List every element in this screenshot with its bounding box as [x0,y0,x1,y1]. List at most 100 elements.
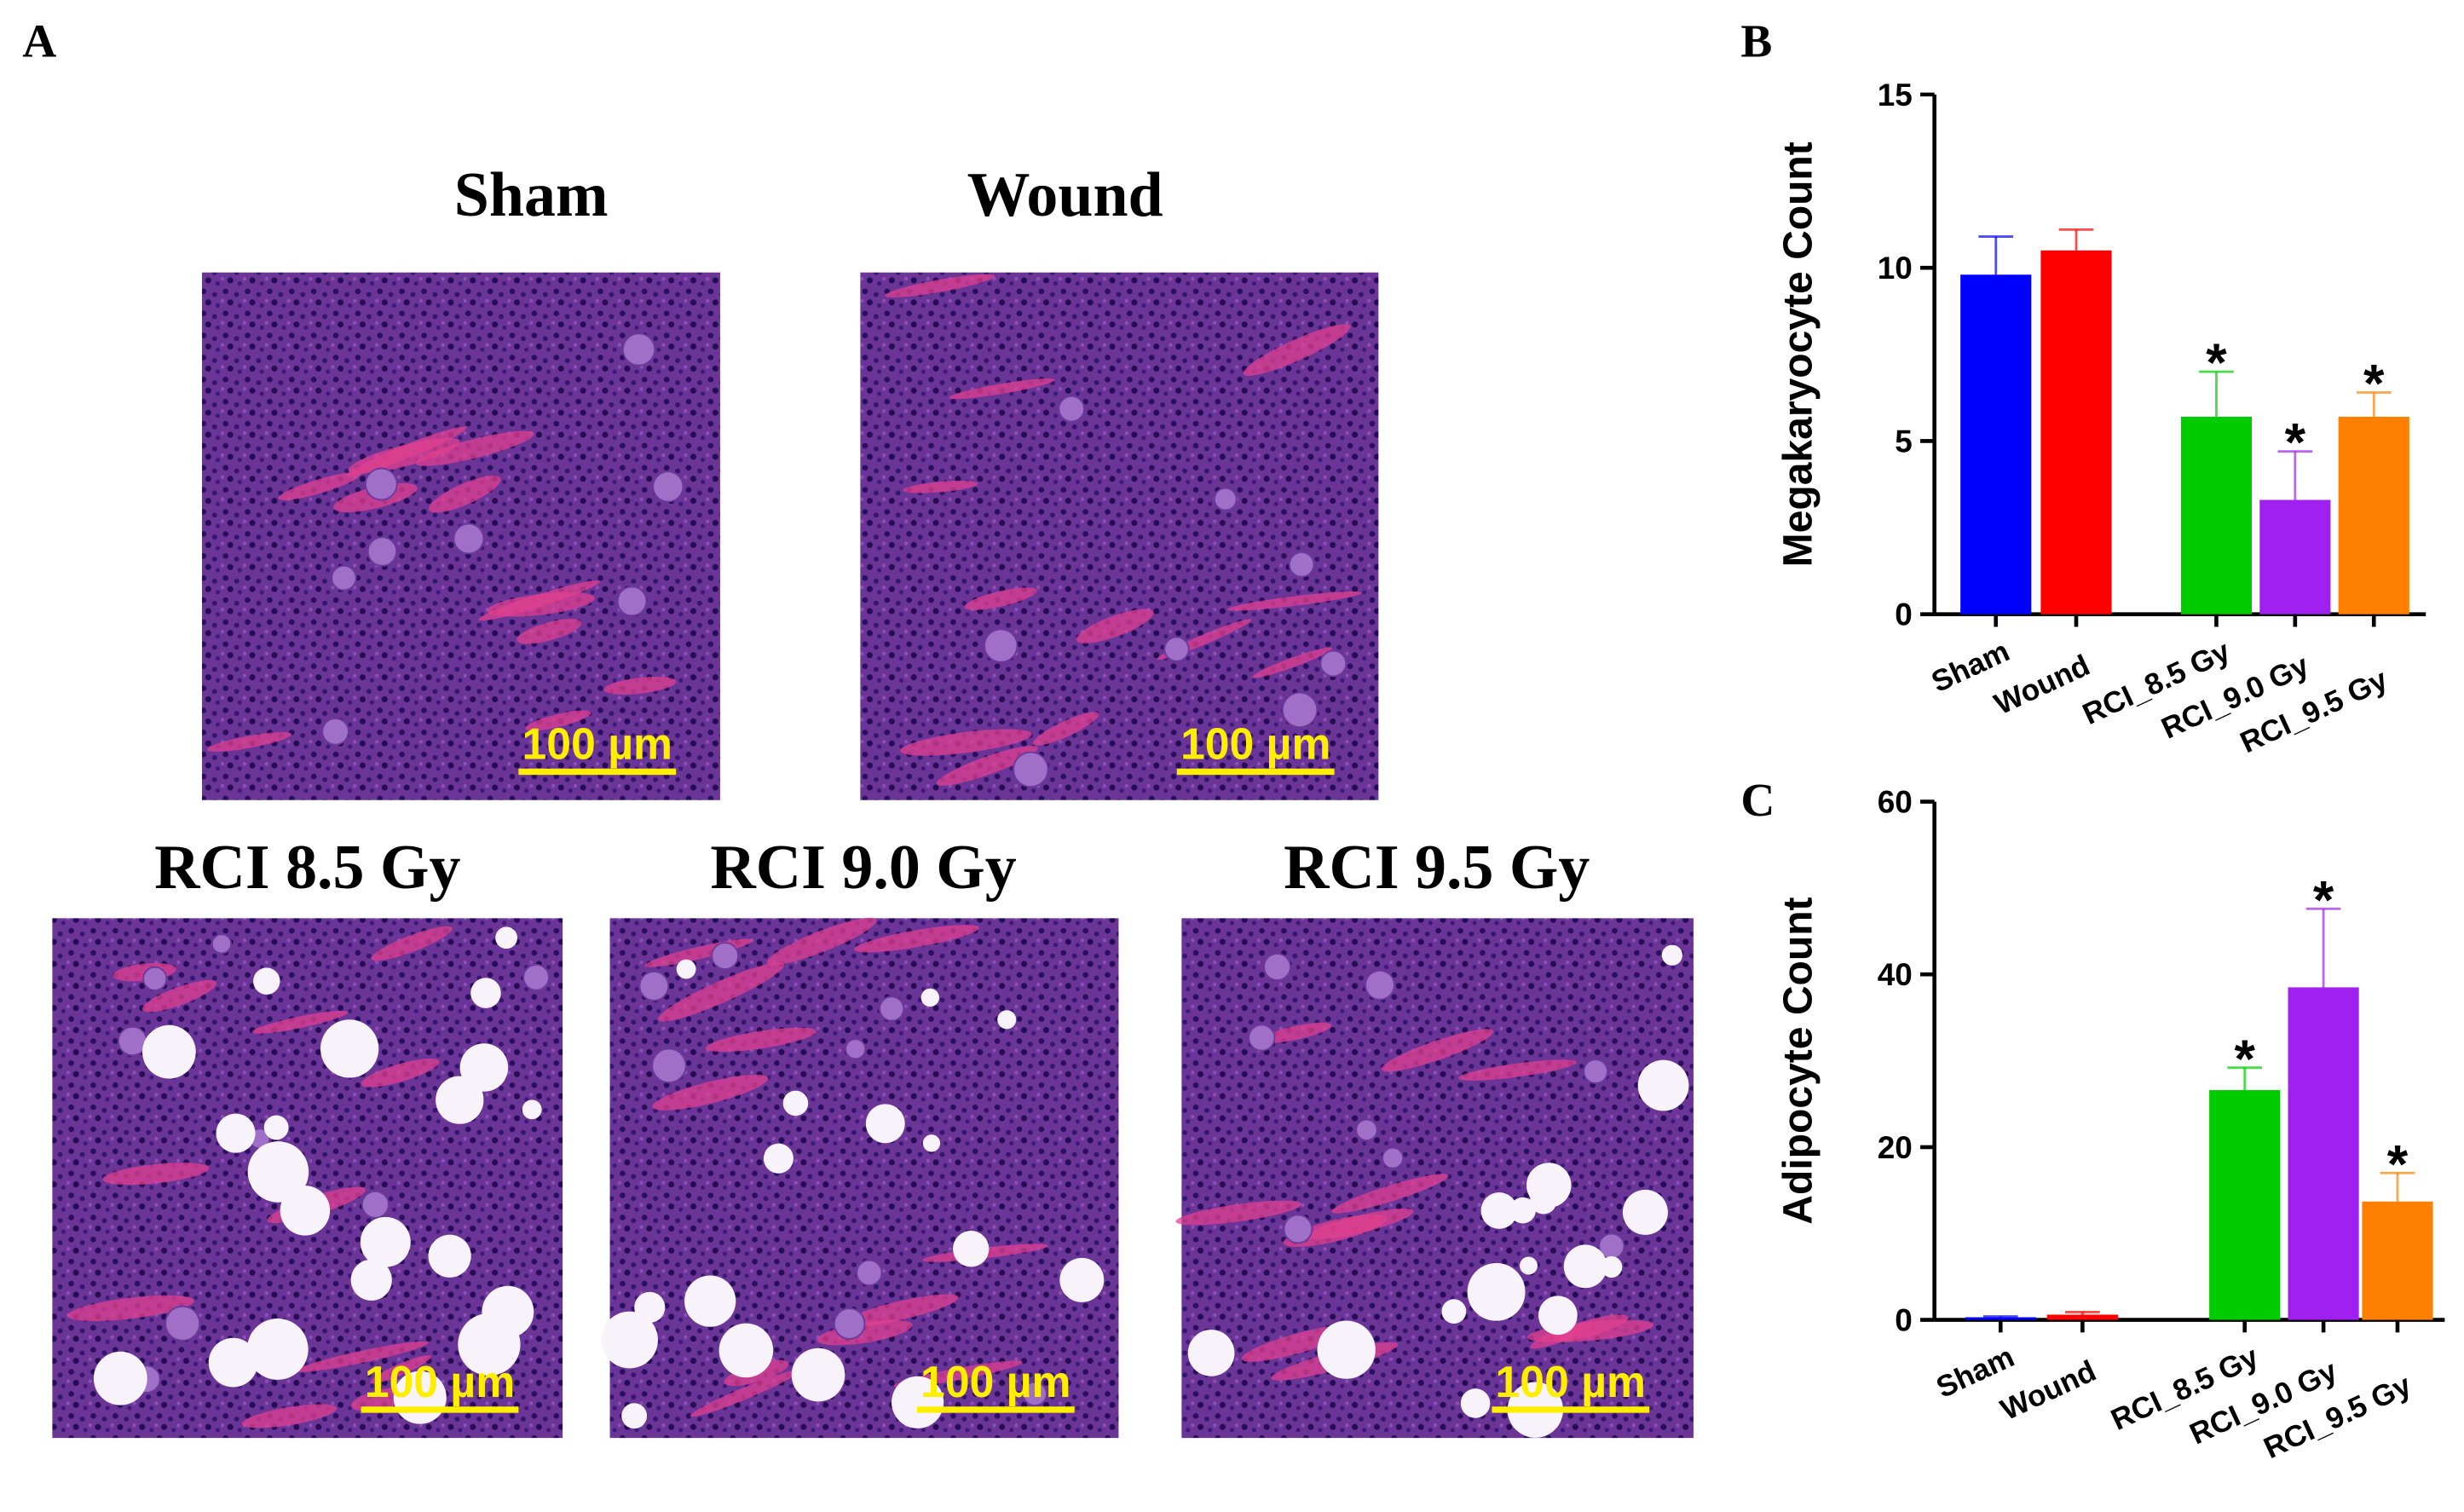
adipocyte [892,1376,944,1428]
megakaryocyte [164,1305,201,1342]
bar [2259,499,2331,615]
adipocyte [522,1099,542,1120]
pink-streak [415,430,534,466]
image-title: RCI 9.0 Gy [710,832,1016,902]
histology-image [601,917,1119,1439]
megakaryocyte [1213,487,1238,511]
pink-streak [102,1163,210,1186]
bar [2338,416,2409,615]
pink-streak [241,1404,338,1428]
megakaryocyte [321,718,349,746]
pink-streak [361,1058,440,1088]
megakaryocyte [1365,969,1395,1001]
adipocyte [920,988,940,1007]
pink-streak [371,926,453,961]
megakaryocyte [522,963,550,991]
adipocyte [676,959,696,979]
megakaryocyte [845,1038,867,1060]
adipocyte [247,1141,309,1203]
adipocyte [495,926,518,949]
megakaryocyte [1319,649,1347,678]
pink-streak [67,1295,195,1321]
panel-label: B [1740,15,1772,67]
pink-streak [843,1294,959,1327]
pink-streak [487,592,595,617]
adipocyte [1441,1299,1467,1324]
pink-streak [1252,647,1332,678]
bar [2362,1201,2433,1320]
pink-streak [1033,712,1099,746]
pink-streak [706,1027,817,1053]
adipocyte [470,978,501,1008]
adipocyte [1519,1256,1538,1275]
significance: * [2387,1134,2409,1194]
adipocyte [953,1231,990,1267]
panel-label: C [1740,774,1774,826]
megakaryocyte [142,966,168,991]
megakaryocyte [1058,395,1085,423]
pink-streak [1551,1314,1629,1342]
pink-streak [251,1010,349,1034]
scale-bar-label: 100 µm [1180,719,1331,769]
megakaryocyte [1288,551,1315,578]
pink-streak [766,917,877,966]
pink-streak [141,979,217,1013]
pink-streak [603,676,677,695]
pink-streak [1331,1174,1449,1214]
megakaryocyte [1263,953,1291,981]
histology-image [52,918,563,1439]
adipocyte [1661,944,1682,966]
pink-streak [1307,1209,1414,1239]
image-title: Sham [454,159,609,229]
panel-label: A [22,15,56,67]
histology-image [1175,918,1694,1439]
significance: * [2234,1030,2255,1089]
image-title: RCI 8.5 Gy [154,832,460,902]
pink-streak [1261,1022,1332,1043]
scale-bar-label: 100 µm [1496,1357,1647,1406]
megakaryocyte [621,332,656,366]
pink-streak [949,378,1055,400]
bar [2046,1314,2118,1320]
megakaryocyte [833,1307,866,1340]
significance: * [2285,413,2306,473]
adipocyte [360,1216,411,1267]
pink-streak [885,274,995,297]
megakaryocyte [331,564,357,592]
bar [2040,250,2112,615]
bar [2288,987,2359,1320]
pink-streak [658,962,785,1022]
bar [2180,416,2253,615]
adipocyte [763,1143,793,1174]
adipocyte [684,1275,736,1327]
megakaryocyte [638,971,670,1001]
y-tick-label: 40 [1878,957,1913,992]
adipocyte [253,967,280,995]
adipocyte [922,1134,941,1152]
y-tick-label: 0 [1895,597,1913,632]
adipocyte [1187,1330,1235,1376]
adipocyte [1622,1189,1668,1235]
adipocyte [997,1010,1017,1030]
image-title: Wound [967,159,1163,229]
pink-streak [278,472,361,500]
pink-streak [964,587,1037,610]
histology-image [860,272,1379,800]
adipocyte [601,1311,658,1369]
adipocyte [216,1113,256,1153]
pink-streak [525,710,591,731]
adipocyte [320,1019,379,1078]
adipocyte [1317,1320,1376,1379]
pink-streak [854,925,979,953]
bar [1960,274,2032,615]
megakaryocyte [364,467,398,501]
adipocyte [621,1403,648,1429]
adipocyte [1059,1257,1105,1302]
y-axis-label: Megakaryocyte Count [1776,141,1821,567]
y-tick-label: 5 [1895,424,1913,459]
megakaryocyte [211,933,233,955]
adipocyte [1460,1388,1491,1418]
megakaryocyte [652,470,684,503]
adipocyte [1637,1059,1689,1111]
